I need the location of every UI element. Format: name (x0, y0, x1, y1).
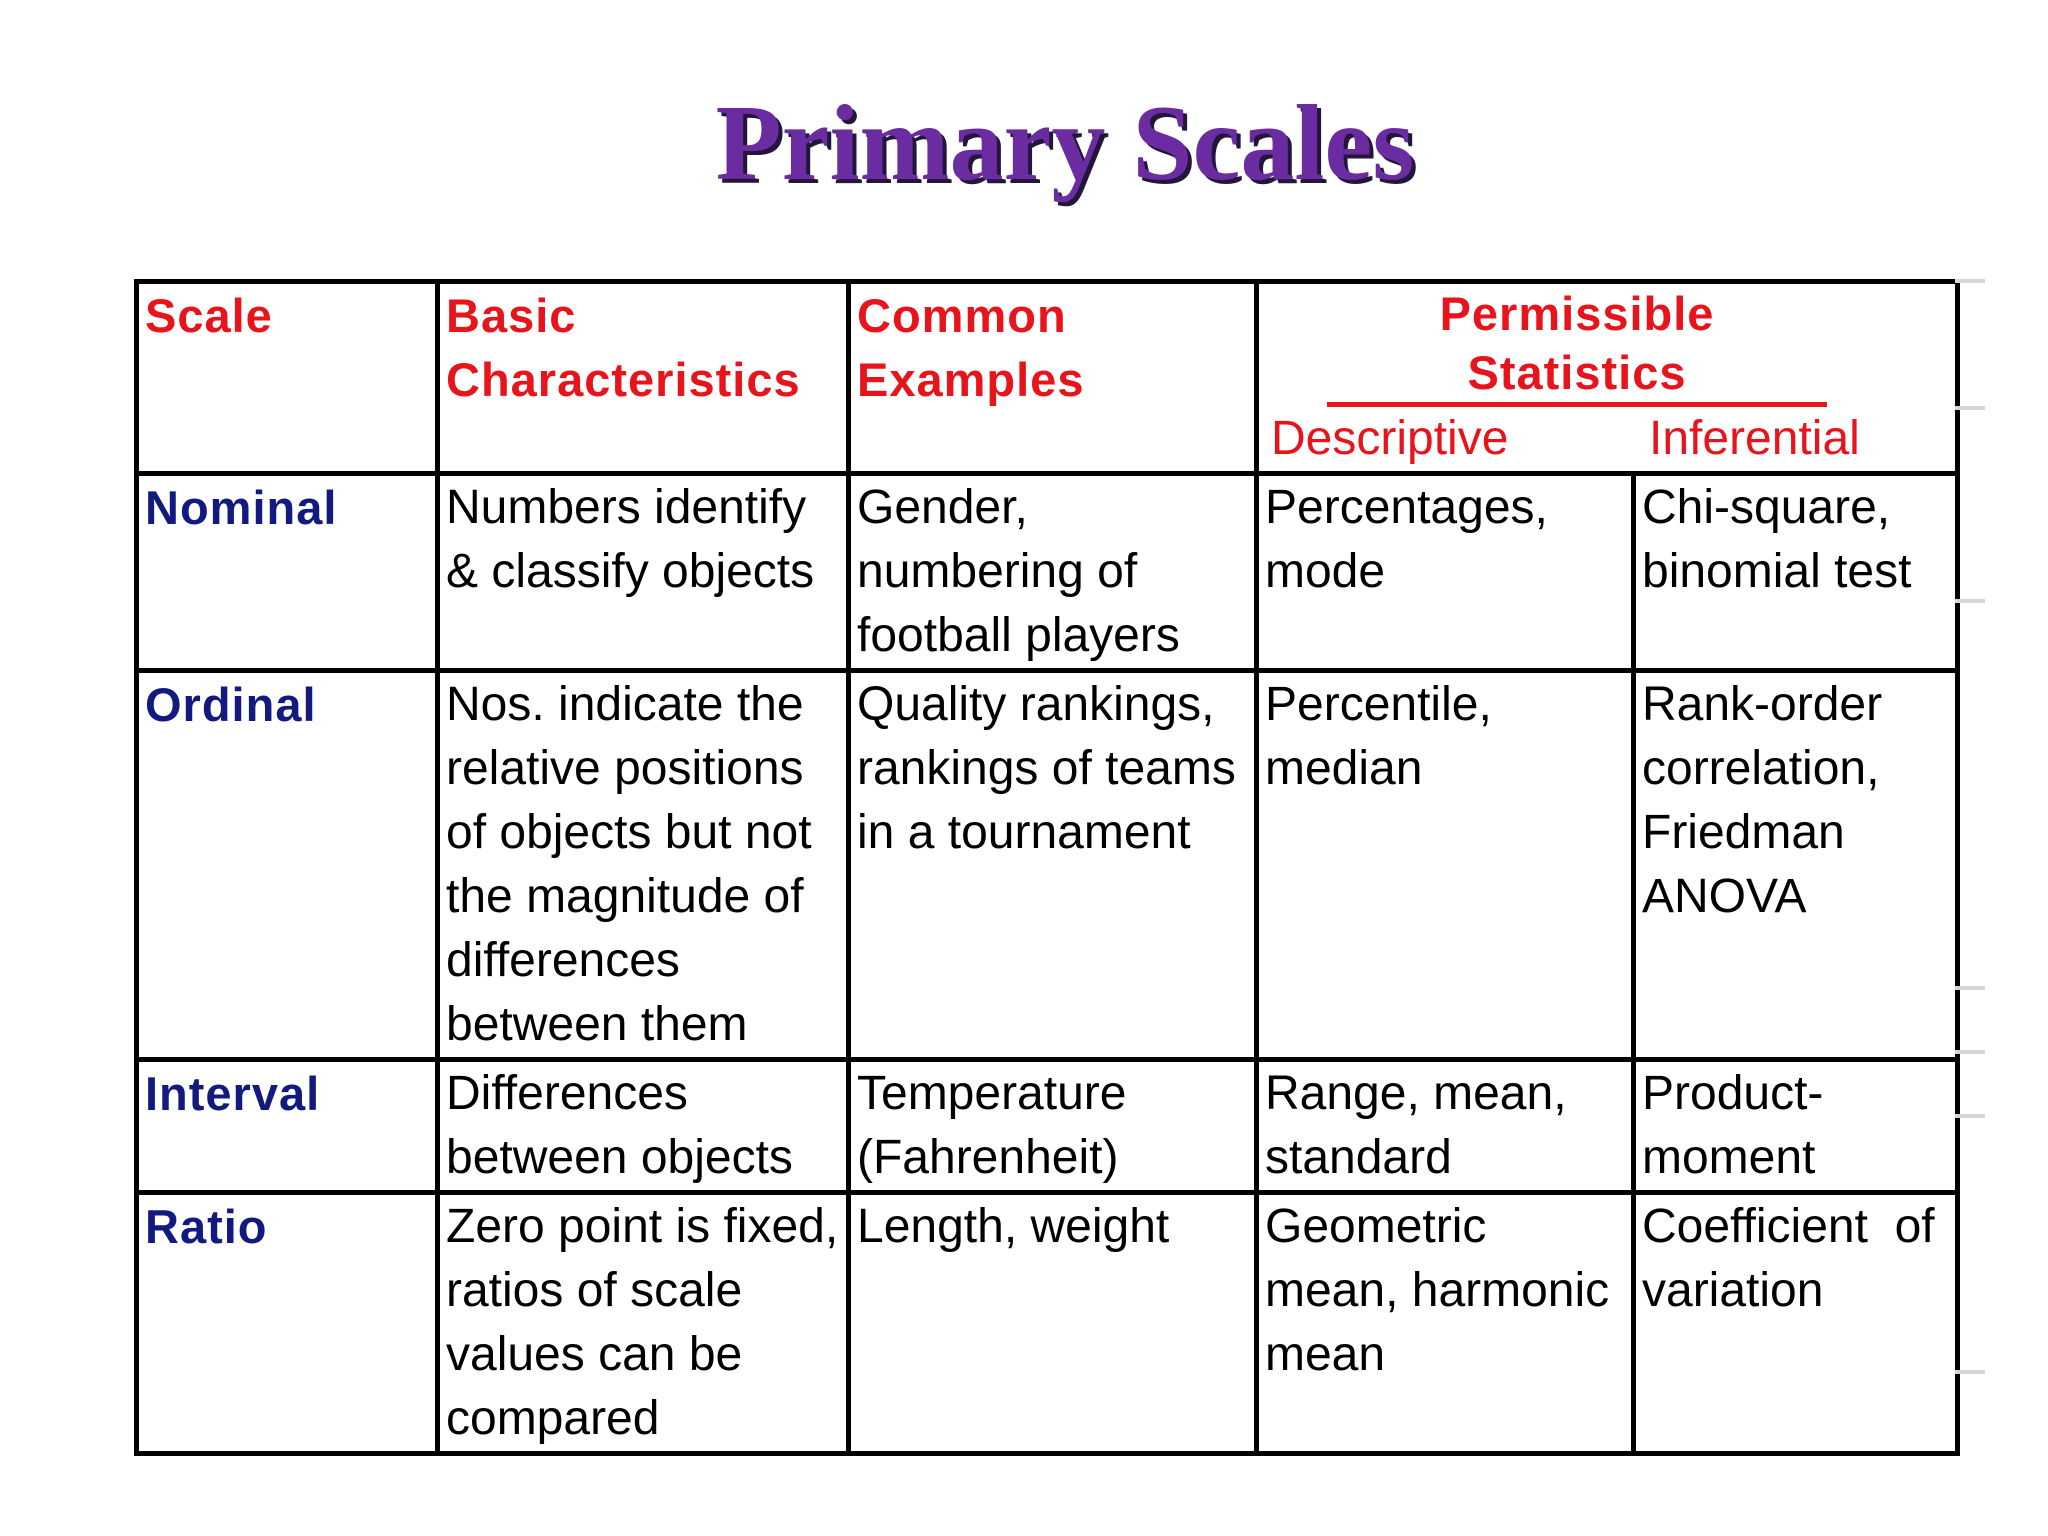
table-row: Nominal Numbers identify & classify obje… (134, 471, 1960, 673)
examples-line: Quality rankings, (857, 678, 1215, 731)
header-examples-line: Common (857, 289, 1067, 342)
descriptive-line: Range, mean, (1265, 1067, 1567, 1120)
edge-mark (1955, 1050, 1985, 1054)
header-examples-line: Examples (857, 353, 1085, 406)
basic-line: Nos. indicate the (446, 678, 804, 731)
edge-mark (1955, 1114, 1985, 1118)
basic-cell: Differences between objects (435, 1057, 851, 1195)
basic-line: values can be (446, 1328, 743, 1381)
edge-mark (1955, 279, 1985, 283)
scale-cell: Ratio (134, 1190, 440, 1456)
examples-cell: Length, weight (846, 1190, 1259, 1456)
descriptive-line: mode (1265, 545, 1386, 598)
examples-cell: Quality rankings, rankings of teams in a… (846, 668, 1259, 1062)
examples-line: football players (857, 609, 1180, 662)
basic-line: ratios of scale (446, 1264, 743, 1317)
basic-line: relative positions (446, 742, 804, 795)
basic-line: Zero point is fixed, (446, 1200, 839, 1253)
edge-mark (1955, 1370, 1985, 1374)
header-scale-cell: Scale (134, 279, 440, 476)
descriptive-cell: Geometric mean, harmonic mean (1254, 1190, 1636, 1456)
descriptive-cell: Percentile, median (1254, 668, 1636, 1062)
descriptive-line: Percentages, (1265, 481, 1548, 534)
basic-cell: Zero point is fixed, ratios of scale val… (435, 1190, 851, 1456)
examples-line: in a tournament (857, 806, 1191, 859)
basic-line: Differences (446, 1067, 688, 1120)
examples-line: numbering of (857, 545, 1138, 598)
header-scale: Scale (145, 289, 273, 342)
descriptive-line: Percentile, (1265, 678, 1492, 731)
inferential-line: binomial test (1642, 545, 1912, 598)
header-inferential: Inferential (1649, 412, 1860, 465)
inferential-cell: Product- moment (1631, 1057, 1960, 1195)
inferential-cell: Coefficient of variation (1631, 1190, 1960, 1456)
inferential-line: Product- (1642, 1067, 1824, 1120)
descriptive-cell: Range, mean, standard (1254, 1057, 1636, 1195)
descriptive-line: Geometric (1265, 1200, 1487, 1253)
scale-name: Ordinal (145, 678, 317, 731)
scale-name: Interval (145, 1067, 321, 1120)
descriptive-line: standard (1265, 1131, 1452, 1184)
header-descriptive: Descriptive (1271, 412, 1509, 465)
header-permissible-cell: Permissible Statistics Descriptive Infer… (1254, 279, 1960, 476)
scale-cell: Ordinal (134, 668, 440, 1062)
inferential-line: Rank-order (1642, 678, 1883, 731)
basic-line: the magnitude of (446, 870, 804, 923)
inferential-line: ANOVA (1642, 870, 1807, 923)
inferential-cell: Chi-square, binomial test (1631, 471, 1960, 673)
examples-line: Gender, (857, 481, 1028, 534)
page-title: Primary Scales (715, 84, 1415, 203)
descriptive-line: median (1265, 742, 1423, 795)
edge-mark (1955, 986, 1985, 990)
basic-line: & classify objects (446, 545, 815, 598)
descriptive-line: mean (1265, 1328, 1386, 1381)
scale-name: Nominal (145, 481, 338, 534)
header-subheadings: Descriptive Inferential (1265, 407, 1953, 469)
examples-line: rankings of teams (857, 742, 1236, 795)
examples-line: Temperature (857, 1067, 1127, 1120)
inferential-line: Chi-square, (1642, 481, 1891, 534)
inferential-line: Coefficient of (1642, 1200, 1935, 1253)
basic-cell: Numbers identify & classify objects (435, 471, 851, 673)
edge-mark (1955, 599, 1985, 603)
inferential-line: correlation, (1642, 742, 1880, 795)
basic-line: compared (446, 1392, 660, 1445)
header-examples-cell: Common Examples (846, 279, 1259, 476)
header-permissible: Permissible Statistics (1327, 287, 1827, 407)
inferential-cell: Rank-order correlation, Friedman ANOVA (1631, 668, 1960, 1062)
descriptive-cell: Percentages, mode (1254, 471, 1636, 673)
basic-line: of objects but not (446, 806, 812, 859)
examples-cell: Gender, numbering of football players (846, 471, 1259, 673)
basic-line: differences (446, 934, 680, 987)
table-row: Ordinal Nos. indicate the relative posit… (134, 668, 1960, 1062)
table-row: Interval Differences between objects Tem… (134, 1057, 1960, 1195)
examples-line: (Fahrenheit) (857, 1131, 1119, 1184)
inferential-line: moment (1642, 1131, 1816, 1184)
primary-scales-table: Scale Basic Characteristics Common Examp… (134, 279, 1960, 1456)
descriptive-line: mean, harmonic (1265, 1264, 1610, 1317)
slide-edge-marks (1955, 279, 1985, 1379)
basic-cell: Nos. indicate the relative positions of … (435, 668, 851, 1062)
inferential-line: variation (1642, 1264, 1824, 1317)
edge-mark (1955, 406, 1985, 410)
scale-cell: Interval (134, 1057, 440, 1195)
header-basic-line: Characteristics (446, 353, 801, 406)
basic-line: between objects (446, 1131, 793, 1184)
header-row: Scale Basic Characteristics Common Examp… (134, 279, 1960, 476)
basic-line: Numbers identify (446, 481, 807, 534)
scale-name: Ratio (145, 1200, 268, 1253)
header-basic-line: Basic (446, 289, 577, 342)
examples-cell: Temperature (Fahrenheit) (846, 1057, 1259, 1195)
basic-line: between them (446, 998, 748, 1051)
inferential-line: Friedman (1642, 806, 1845, 859)
scale-cell: Nominal (134, 471, 440, 673)
examples-line: Length, weight (857, 1200, 1170, 1253)
table-row: Ratio Zero point is fixed, ratios of sca… (134, 1190, 1960, 1456)
header-basic-cell: Basic Characteristics (435, 279, 851, 476)
